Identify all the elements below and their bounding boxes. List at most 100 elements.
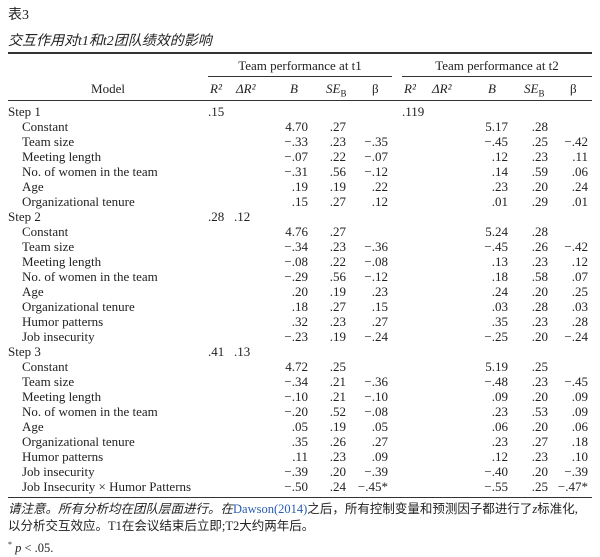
- t2-beta-cell: .01: [571, 194, 588, 209]
- t2-r2-cell: [402, 254, 430, 269]
- t1-beta-cell: −.45*: [357, 479, 388, 494]
- t1-beta-cell: [350, 209, 392, 224]
- t1-se-cell: .24: [329, 479, 346, 494]
- table-row: No. of women in the team −.20 .52 −.08 .23 .5…: [8, 404, 592, 419]
- row-label: Age: [22, 419, 44, 434]
- row-label: Step 1: [8, 104, 41, 119]
- t1-se-cell: .22: [329, 149, 346, 164]
- t2-delta-r2-cell: [430, 314, 470, 329]
- t2-beta-cell: [552, 224, 592, 239]
- table-row: Job Insecurity × Humor Patterns −.50 .24 −.…: [8, 479, 592, 494]
- t2-b-cell: .01: [491, 194, 508, 209]
- table-row: Constant 4.72 .25 5.19 .25: [8, 359, 592, 374]
- t1-b-cell: 4.72: [285, 359, 308, 374]
- t2-se-cell: .23: [531, 149, 548, 164]
- t2-beta-cell: −.24: [564, 329, 588, 344]
- t2-delta-r2-cell: [430, 224, 470, 239]
- t1-delta-r2-cell: [234, 299, 272, 314]
- t1-beta-cell: [350, 119, 392, 134]
- row-label: Team size: [22, 134, 75, 149]
- t2-b-cell: 5.19: [485, 359, 508, 374]
- t2-b-cell: −.48: [484, 374, 508, 389]
- t1-delta-r2-cell: [234, 389, 272, 404]
- t2-se-cell: .28: [531, 119, 548, 134]
- table-row: Job insecurity −.23 .19 −.24 −.25 .20 −.24: [8, 329, 592, 344]
- t1-beta-cell: [350, 344, 392, 359]
- sig-text: < .05.: [21, 541, 54, 556]
- row-label: Meeting length: [22, 389, 102, 404]
- t2-b-cell: .12: [491, 149, 508, 164]
- t1-beta-cell: [350, 359, 392, 374]
- t2-beta-cell: .06: [571, 419, 588, 434]
- spacer: [392, 224, 402, 239]
- t1-r2-cell: [208, 164, 234, 179]
- t2-se-cell: .23: [531, 449, 548, 464]
- bottom-rule: [8, 497, 592, 498]
- t2-r2-cell: [402, 359, 430, 374]
- t1-r2-cell: [208, 374, 234, 389]
- citation-link[interactable]: Dawson(2014): [233, 502, 308, 516]
- t1-delta-r2-cell: [234, 314, 272, 329]
- t2-se-cell: .59: [531, 164, 548, 179]
- t1-r2-cell: [208, 314, 234, 329]
- t2-b-cell: .23: [491, 404, 508, 419]
- spacer: [392, 344, 402, 359]
- t1-delta-r2-cell: .12: [234, 209, 251, 224]
- t2-r2-cell: [402, 449, 430, 464]
- t2-r2-cell: [402, 314, 430, 329]
- t2-delta-r2-cell: [430, 269, 470, 284]
- t2-se-cell: .20: [531, 329, 548, 344]
- t2-se-cell: .25: [531, 359, 548, 374]
- t2-beta-cell: .25: [571, 284, 588, 299]
- t1-beta-cell: .27: [371, 314, 388, 329]
- t2-r2-cell: [402, 479, 430, 494]
- t1-r2-cell: [208, 464, 234, 479]
- t1-b-cell: .18: [291, 299, 308, 314]
- t1-beta-cell: −.35: [364, 134, 388, 149]
- t2-delta-r2-cell: [430, 254, 470, 269]
- spacer: [392, 134, 402, 149]
- t1-r2-cell: [208, 224, 234, 239]
- t2-beta-cell: .03: [571, 299, 588, 314]
- t2-r2-cell: [402, 374, 430, 389]
- row-label: Constant: [22, 119, 69, 134]
- t1-b-cell: .15: [291, 194, 308, 209]
- model-header: Model: [91, 81, 125, 96]
- spacer: [392, 164, 402, 179]
- t1-se-cell: .27: [329, 119, 346, 134]
- t1-beta-cell: .12: [371, 194, 388, 209]
- t2-b-cell: .35: [491, 314, 508, 329]
- t1-delta-r2-cell: [234, 404, 272, 419]
- t1-delta-r2-cell: [234, 374, 272, 389]
- t1-se-cell: .19: [329, 284, 346, 299]
- table-title: 交互作用对t1和t2团队绩效的影响: [8, 34, 212, 49]
- t2-r2-cell: [402, 134, 430, 149]
- t1-delta-r2-cell: .13: [234, 344, 251, 359]
- spacer: [392, 194, 402, 209]
- t1-se-cell: .19: [329, 419, 346, 434]
- t2-se-cell: .28: [531, 224, 548, 239]
- t1-delta-r2-cell: [234, 464, 272, 479]
- se-subscript: B: [538, 88, 545, 99]
- t1-r2-cell: [208, 254, 234, 269]
- t1-delta-r2-cell: [234, 359, 272, 374]
- t2-beta-cell: −.39: [564, 464, 588, 479]
- t1-se-cell: .27: [329, 299, 346, 314]
- step-row: Step 1 .15 .119: [8, 104, 592, 119]
- t2-delta-r2-cell: [430, 434, 470, 449]
- t1-b-cell: −.23: [284, 329, 308, 344]
- t1-se-cell: .21: [329, 389, 346, 404]
- t1-delta-r2-cell: [234, 194, 272, 209]
- t1-se-cell: .56: [329, 269, 346, 284]
- t2-se-cell: .20: [531, 389, 548, 404]
- t2-b-cell: .14: [491, 164, 508, 179]
- t1-r2-cell: [208, 269, 234, 284]
- t1-delta-r2-cell: [234, 164, 272, 179]
- t1-r2-cell: [208, 329, 234, 344]
- t2-se-cell: .23: [531, 254, 548, 269]
- t1-b-cell: [272, 344, 312, 359]
- t2-beta-cell: .18: [571, 434, 588, 449]
- t2-delta-r2-cell: [430, 209, 470, 224]
- t2-beta-cell: .07: [571, 269, 588, 284]
- t1-se-cell: .23: [329, 449, 346, 464]
